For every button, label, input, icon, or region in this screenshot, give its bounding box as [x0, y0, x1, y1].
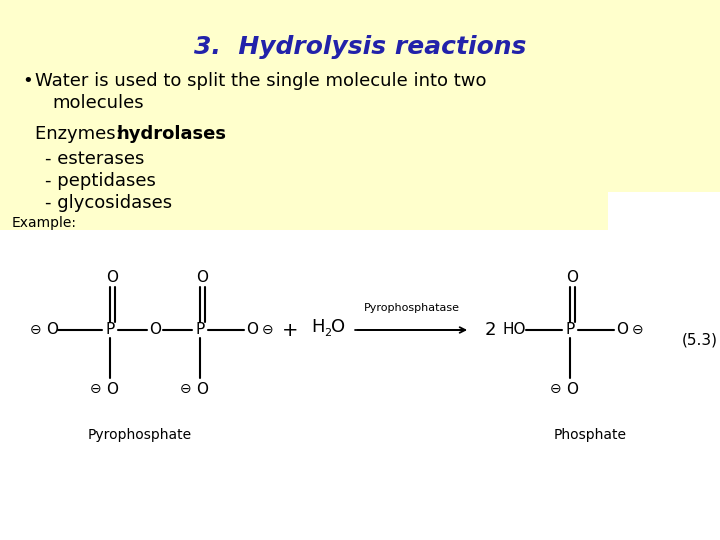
- Text: O: O: [106, 271, 118, 286]
- Bar: [608, 192, 720, 230]
- Text: hydrolases: hydrolases: [116, 125, 226, 143]
- Text: ⊖: ⊖: [262, 323, 274, 337]
- Text: O: O: [46, 322, 58, 338]
- Text: P: P: [565, 322, 575, 338]
- Text: ⊖: ⊖: [90, 382, 102, 396]
- Text: ⊖: ⊖: [180, 382, 192, 396]
- Text: Enzymes:: Enzymes:: [35, 125, 127, 143]
- Text: - peptidases: - peptidases: [45, 172, 156, 190]
- Text: 3.  Hydrolysis reactions: 3. Hydrolysis reactions: [194, 35, 526, 59]
- Text: O: O: [196, 381, 208, 396]
- Text: H: H: [311, 318, 325, 336]
- Text: Pyrophosphatase: Pyrophosphatase: [364, 303, 460, 313]
- Text: +: +: [282, 321, 298, 340]
- Text: Phosphate: Phosphate: [554, 428, 626, 442]
- Text: P: P: [195, 322, 204, 338]
- Text: O: O: [331, 318, 345, 336]
- Text: Example:: Example:: [12, 216, 77, 230]
- Text: ⊖: ⊖: [550, 382, 562, 396]
- Text: •: •: [22, 72, 32, 90]
- Text: molecules: molecules: [52, 94, 143, 112]
- Text: - glycosidases: - glycosidases: [45, 194, 172, 212]
- Text: - esterases: - esterases: [45, 150, 145, 168]
- Text: P: P: [105, 322, 114, 338]
- Text: HO: HO: [503, 322, 526, 338]
- Text: O: O: [566, 381, 578, 396]
- Text: O: O: [106, 381, 118, 396]
- Text: Water is used to split the single molecule into two: Water is used to split the single molecu…: [35, 72, 487, 90]
- Text: ⊖: ⊖: [30, 323, 42, 337]
- Text: O: O: [149, 322, 161, 338]
- Text: ⊖: ⊖: [632, 323, 644, 337]
- Text: O: O: [246, 322, 258, 338]
- Text: O: O: [566, 271, 578, 286]
- Text: (5.3): (5.3): [682, 333, 718, 348]
- Bar: [0, 230, 720, 540]
- Text: Pyrophosphate: Pyrophosphate: [88, 428, 192, 442]
- Text: 2: 2: [485, 321, 496, 339]
- Text: O: O: [616, 322, 628, 338]
- Text: O: O: [196, 271, 208, 286]
- Text: 2: 2: [325, 328, 332, 338]
